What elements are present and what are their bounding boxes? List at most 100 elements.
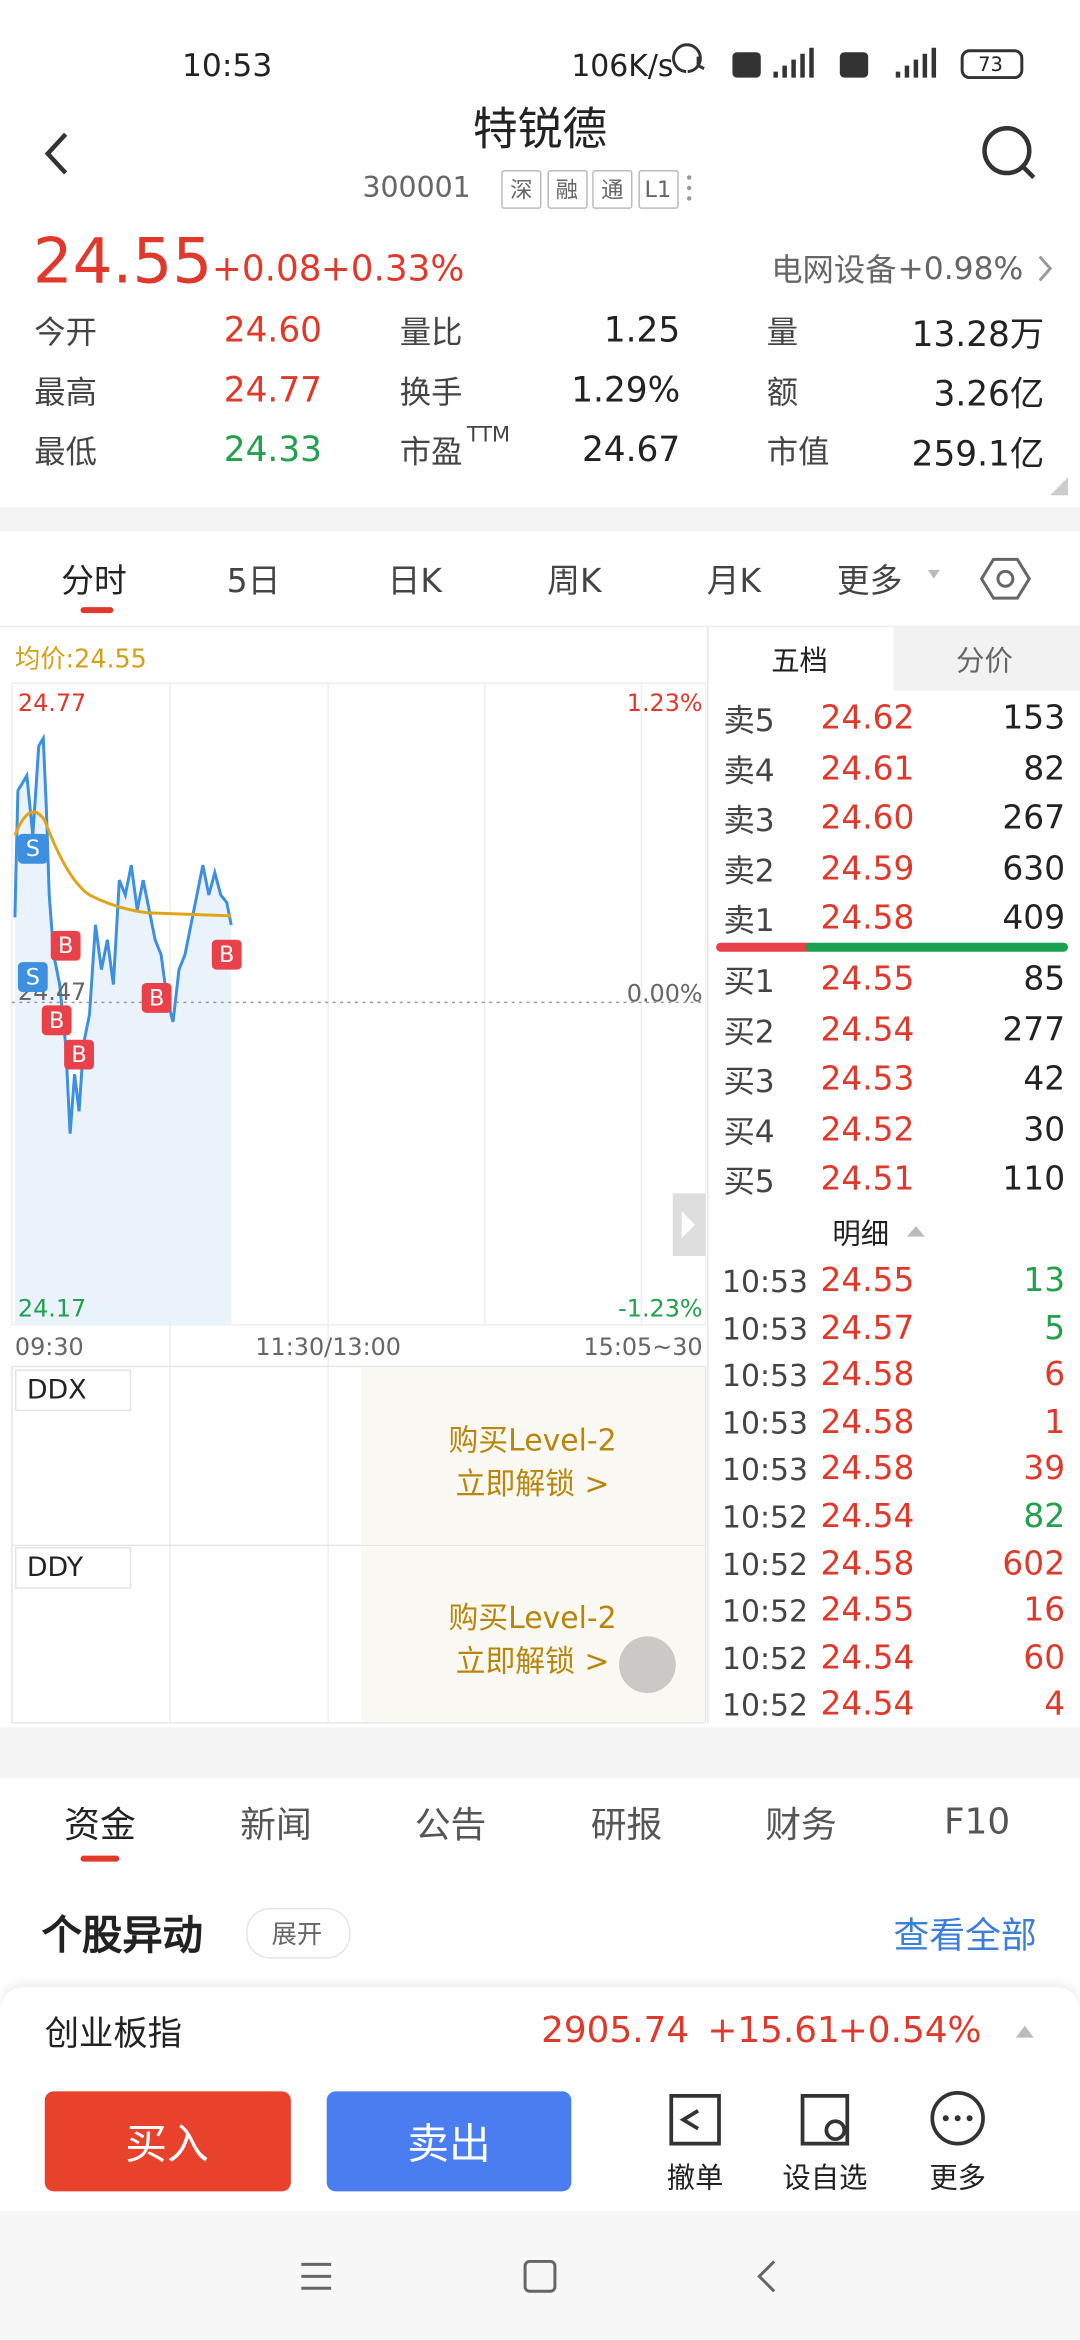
corner bbox=[1050, 477, 1069, 496]
trade-time: 10:52 bbox=[721, 1499, 808, 1535]
trade-time: 10:52 bbox=[721, 1546, 808, 1583]
stat-label: 量 bbox=[766, 314, 799, 351]
chart-tab[interactable]: 月K bbox=[706, 563, 762, 602]
trade-price: 24.58 bbox=[820, 1404, 915, 1442]
tool-label[interactable]: 设自选 bbox=[782, 2162, 868, 2196]
expand-pill[interactable] bbox=[246, 1907, 351, 1959]
tag: 通 bbox=[601, 176, 624, 204]
trade-time: 10:53 bbox=[721, 1263, 808, 1300]
indicator-select[interactable] bbox=[14, 1369, 132, 1412]
lock-title: 购买Level-2 bbox=[448, 1599, 617, 1636]
trade-price: 24.54 bbox=[820, 1639, 915, 1678]
book-price: 24.58 bbox=[820, 900, 915, 938]
trade-volume: 60 bbox=[1023, 1639, 1066, 1678]
book-tab[interactable]: 分价 bbox=[956, 645, 1013, 678]
separator bbox=[0, 1727, 1080, 1779]
book-price: 24.54 bbox=[820, 1011, 915, 1049]
lock-action[interactable]: 立即解锁 > bbox=[455, 1643, 610, 1679]
stat-label: 市值 bbox=[766, 434, 830, 470]
trade-volume: 6 bbox=[1044, 1356, 1066, 1395]
trade-marker: B bbox=[64, 1039, 94, 1070]
lock-panel bbox=[360, 1546, 706, 1723]
hd-icon bbox=[732, 52, 761, 78]
trade-volume: 4 bbox=[1044, 1686, 1066, 1725]
stat-label: 换手 bbox=[399, 374, 463, 411]
info-tab[interactable]: 新闻 bbox=[240, 1804, 312, 1846]
last-price: 24.55 bbox=[32, 224, 213, 298]
info-tab[interactable]: 研报 bbox=[590, 1804, 663, 1846]
tool-label[interactable]: 撤单 bbox=[666, 2162, 724, 2196]
stat-label: 额 bbox=[766, 374, 799, 411]
status-time: 10:53 bbox=[181, 47, 273, 84]
trade-time: 10:52 bbox=[721, 1687, 808, 1724]
trade-time: 10:53 bbox=[721, 1357, 808, 1394]
cancel-icon[interactable] bbox=[669, 2093, 721, 2146]
trade-volume: 39 bbox=[1023, 1451, 1066, 1489]
trade-price: 24.58 bbox=[820, 1545, 915, 1583]
buy-label: 买入 bbox=[125, 2119, 209, 2169]
trade-price: 24.54 bbox=[820, 1498, 915, 1536]
tool-label[interactable]: 更多 bbox=[929, 2162, 987, 2196]
chart-tab[interactable]: 更多 bbox=[836, 563, 903, 602]
network-speed: 106K/s bbox=[571, 47, 674, 84]
stat-label: 今开 bbox=[34, 314, 97, 351]
buy-button[interactable] bbox=[44, 2091, 291, 2192]
chart-tab[interactable]: 日K bbox=[387, 563, 442, 602]
info-tab[interactable]: 财务 bbox=[765, 1804, 837, 1846]
stat-value: 24.67 bbox=[581, 431, 681, 470]
more-icon[interactable] bbox=[930, 2091, 985, 2146]
lock-action[interactable]: 立即解锁 > bbox=[455, 1465, 610, 1502]
view-all-link[interactable]: 查看全部 bbox=[893, 1914, 1037, 1957]
back-button[interactable] bbox=[44, 132, 68, 175]
book-volume: 153 bbox=[1002, 700, 1066, 738]
trade-marker: B bbox=[41, 1005, 72, 1036]
sell-label: 卖出 bbox=[407, 2119, 491, 2169]
alarm-icon bbox=[672, 43, 705, 74]
book-level: 买1 bbox=[723, 963, 775, 1000]
separator bbox=[0, 507, 1080, 532]
battery-level: 73 bbox=[978, 54, 1003, 77]
settings-button[interactable] bbox=[979, 557, 1032, 600]
book-level: 卖2 bbox=[723, 852, 775, 889]
tag: L1 bbox=[644, 176, 672, 203]
chart-tab[interactable]: 分时 bbox=[61, 563, 127, 602]
trade-volume: 82 bbox=[1023, 1498, 1066, 1536]
watch-icon[interactable] bbox=[800, 2093, 850, 2146]
price-high: 24.77 bbox=[17, 688, 87, 717]
tab-bg bbox=[893, 626, 1080, 691]
chart-tab[interactable]: 5日 bbox=[226, 563, 281, 602]
book-level: 买3 bbox=[723, 1063, 775, 1100]
info-tab[interactable]: F10 bbox=[943, 1800, 1011, 1843]
book-tab[interactable]: 五档 bbox=[771, 645, 828, 678]
trade-price: 24.57 bbox=[820, 1309, 915, 1348]
book-level: 买2 bbox=[723, 1013, 775, 1050]
info-tab[interactable]: 资金 bbox=[64, 1804, 136, 1846]
stat-label: 最低 bbox=[34, 434, 97, 470]
fullscreen-button[interactable] bbox=[619, 1636, 676, 1694]
average-line bbox=[13, 810, 232, 918]
home-key[interactable] bbox=[523, 2259, 557, 2293]
book-level: 买4 bbox=[723, 1113, 775, 1150]
book-level: 卖3 bbox=[723, 802, 775, 839]
sell-button[interactable] bbox=[326, 2091, 572, 2192]
tag-box bbox=[637, 170, 678, 209]
trade-marker: S bbox=[17, 962, 48, 992]
detail-label[interactable]: 明细 bbox=[832, 1217, 890, 1251]
battery bbox=[960, 49, 1024, 80]
index-pct: +0.54% bbox=[837, 2009, 982, 2052]
trade-time: 10:52 bbox=[721, 1593, 808, 1630]
search-button[interactable] bbox=[982, 126, 1032, 176]
section-title: 个股异动 bbox=[41, 1913, 203, 1960]
chart-tab[interactable]: 周K bbox=[547, 563, 602, 602]
chart-frame bbox=[11, 682, 707, 1326]
menu-key[interactable] bbox=[301, 2262, 332, 2290]
book-volume: 267 bbox=[1002, 800, 1066, 838]
tag-box bbox=[546, 170, 587, 209]
back-key[interactable] bbox=[757, 2260, 776, 2293]
info-tab[interactable]: 公告 bbox=[414, 1804, 487, 1846]
lock-title: 购买Level-2 bbox=[448, 1422, 617, 1459]
stat-value: 1.29% bbox=[571, 371, 681, 411]
indicator-select[interactable] bbox=[14, 1546, 132, 1589]
pct-low: -1.23% bbox=[618, 1294, 703, 1323]
tag-box bbox=[592, 170, 633, 209]
